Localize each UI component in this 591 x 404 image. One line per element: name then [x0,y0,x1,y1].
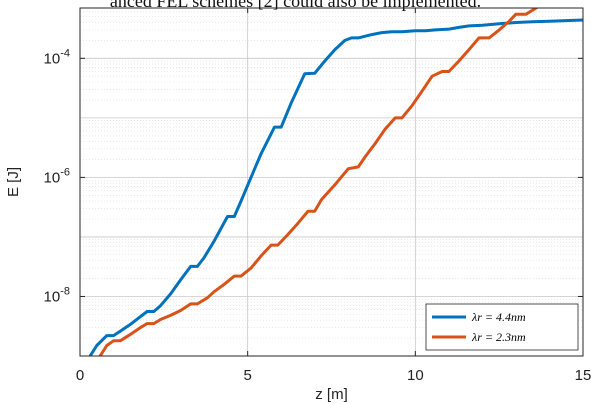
x-tick-label: 0 [76,367,84,384]
y-tick-label: 10-8 [44,285,70,305]
x-tick-label: 10 [407,367,424,384]
header-text: anced FEL schemes [2] could also be impl… [109,0,482,11]
series-layer [88,8,583,356]
legend: λr = 4.4nm λr = 2.3nm [425,303,579,351]
y-axis-label: E [J] [5,167,22,197]
series-line-1 [88,18,583,356]
series-line-2 [98,8,539,356]
x-tick-label: 5 [243,367,251,384]
legend-label: λr = 4.4nm [471,310,526,324]
x-axis-label: z [m] [315,386,348,403]
axes-box [79,7,584,357]
y-tick-label: 10-4 [44,47,70,67]
y-tick-label: 10-6 [44,166,70,186]
tick-layer: 0 5 10 15 10-8 10-6 10-4 [44,8,591,384]
x-tick-label: 15 [575,367,591,384]
legend-box [425,303,579,351]
legend-label: λr = 2.3nm [471,330,526,344]
grid [80,8,583,356]
